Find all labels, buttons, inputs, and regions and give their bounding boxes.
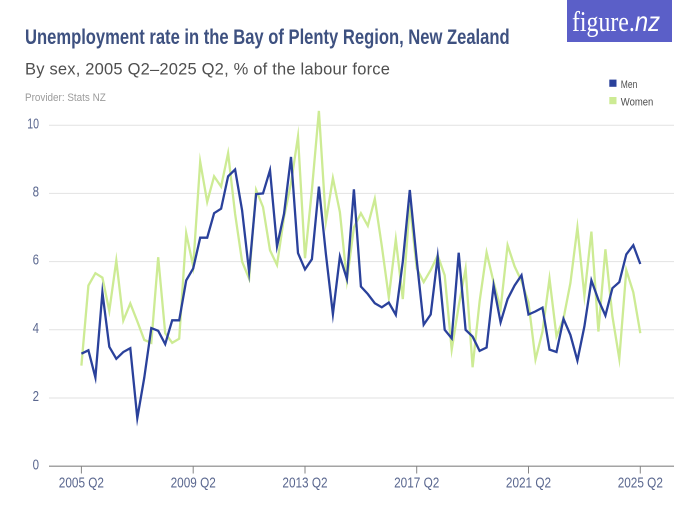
svg-text:0: 0 xyxy=(33,457,39,473)
svg-text:2021 Q2: 2021 Q2 xyxy=(506,476,551,492)
svg-text:figure.nz: figure.nz xyxy=(572,6,660,38)
svg-text:2005 Q2: 2005 Q2 xyxy=(59,476,104,492)
svg-text:2: 2 xyxy=(33,389,39,405)
svg-text:2025 Q2: 2025 Q2 xyxy=(618,476,663,492)
svg-text:2009 Q2: 2009 Q2 xyxy=(171,476,216,492)
svg-text:10: 10 xyxy=(27,116,39,132)
svg-text:2017 Q2: 2017 Q2 xyxy=(394,476,439,492)
svg-text:Men: Men xyxy=(621,79,638,91)
svg-text:By sex, 2005 Q2–2025 Q2, % of: By sex, 2005 Q2–2025 Q2, % of the labour… xyxy=(25,61,390,79)
svg-text:2013 Q2: 2013 Q2 xyxy=(282,476,327,492)
svg-text:Women: Women xyxy=(621,96,654,108)
svg-text:Unemployment rate in the Bay o: Unemployment rate in the Bay of Plenty R… xyxy=(25,26,510,50)
svg-text:6: 6 xyxy=(33,253,39,269)
svg-text:4: 4 xyxy=(33,321,39,337)
svg-text:Provider: Stats NZ: Provider: Stats NZ xyxy=(25,93,106,105)
svg-text:8: 8 xyxy=(33,185,39,201)
